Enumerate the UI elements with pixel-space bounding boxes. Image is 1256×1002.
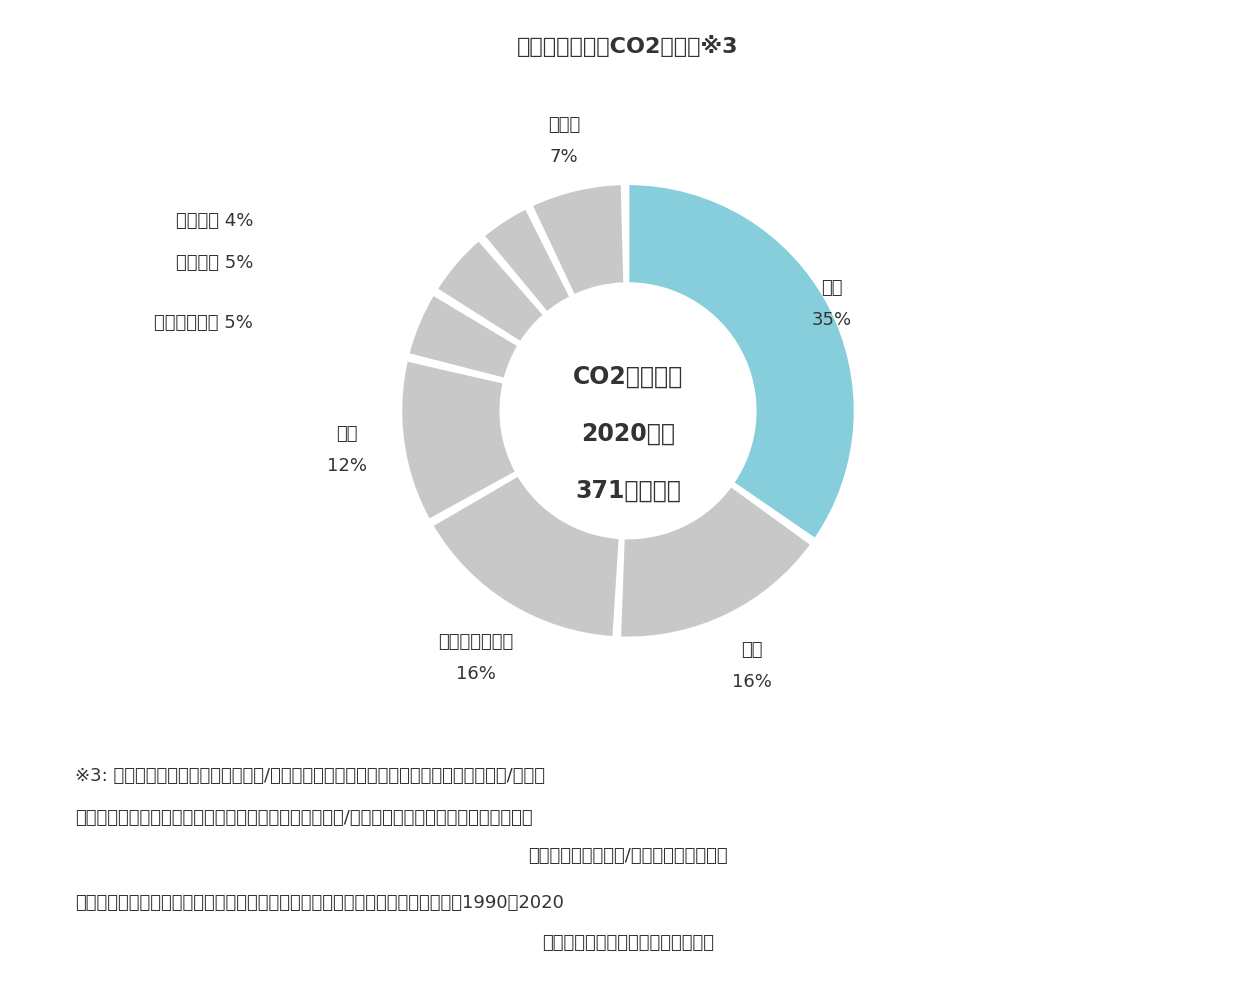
Wedge shape (401, 360, 516, 520)
Text: 機械
12%: 機械 12% (327, 425, 367, 475)
Text: 食品飲料 5%: 食品飲料 5% (176, 254, 254, 272)
Wedge shape (436, 239, 544, 343)
Wedge shape (408, 295, 519, 379)
Text: 窯業・セメント
16%: 窯業・セメント 16% (438, 633, 514, 683)
Text: CO2総排出量: CO2総排出量 (573, 365, 683, 389)
Text: 製紙・パルプ 5%: 製紙・パルプ 5% (154, 315, 254, 333)
Wedge shape (432, 475, 620, 637)
Text: 業」の合算値、窯業セメント部門は、「エネルギー起源/窯業・土石製品（セメント焼成等」と: 業」の合算値、窯業セメント部門は、「エネルギー起源/窯業・土石製品（セメント焼成… (75, 809, 533, 827)
Text: 2020年度: 2020年度 (582, 422, 674, 446)
Text: 化学
16%: 化学 16% (732, 641, 772, 691)
Wedge shape (619, 486, 811, 638)
Text: 鉄鋼
35%: 鉄鋼 35% (811, 279, 852, 329)
Text: 371百万トン: 371百万トン (575, 478, 681, 502)
Text: （出典）国立研究開発法人　国立環境研究所　日本の温室効果ガス排出データ（1990～2020: （出典）国立研究開発法人 国立環境研究所 日本の温室効果ガス排出データ（1990… (75, 894, 564, 912)
Text: 製造業の業界別CO2排出量※3: 製造業の業界別CO2排出量※3 (517, 35, 739, 57)
Wedge shape (484, 208, 571, 313)
Wedge shape (531, 183, 624, 296)
Text: 非鉄金属 4%: 非鉄金属 4% (176, 211, 254, 229)
Text: 年度）確報値を基に経済産業省作成: 年度）確報値を基に経済産業省作成 (543, 934, 713, 952)
Text: ※3: 化学部門は、「エネルギー起源/化学（含石油石炭製品）」と「非エネルギー起源/化学産: ※3: 化学部門は、「エネルギー起源/化学（含石油石炭製品）」と「非エネルギー起… (75, 767, 545, 785)
Text: 「非エネルギー起源/鉱物産業」の合算値: 「非エネルギー起源/鉱物産業」の合算値 (529, 847, 727, 865)
Text: その他
7%: その他 7% (548, 116, 580, 166)
Wedge shape (628, 183, 855, 539)
